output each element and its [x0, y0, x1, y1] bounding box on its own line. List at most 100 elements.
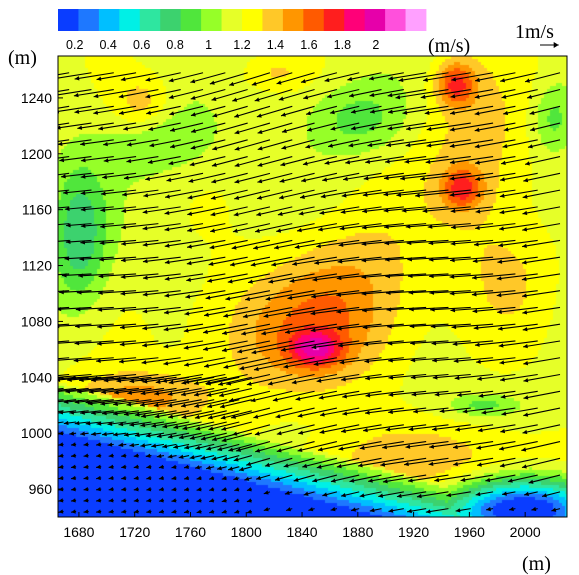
wind-vector [222, 323, 271, 335]
wind-vector [180, 387, 215, 396]
wind-vector-head [234, 162, 240, 168]
wind-vector-head [485, 477, 491, 483]
wind-vector-head [300, 194, 305, 199]
colorbar-swatch [344, 9, 366, 31]
wind-vector [499, 189, 538, 198]
wind-vector-head [530, 127, 536, 132]
wind-vector-head [97, 307, 103, 312]
wind-vector-head [168, 78, 174, 83]
wind-vector-head [310, 327, 316, 333]
wind-vector-head [255, 448, 261, 453]
wind-vector [78, 376, 114, 381]
wind-vector-head [96, 358, 101, 363]
wind-vector [530, 122, 561, 131]
wind-vector [98, 273, 137, 277]
wind-vector-head [522, 194, 528, 199]
wind-vector [283, 357, 338, 368]
wind-vector-head [99, 257, 104, 262]
wind-vector-head [188, 178, 194, 183]
colorbar-swatch [221, 9, 243, 31]
wind-vector [522, 189, 561, 199]
wind-vector [163, 340, 204, 348]
wind-vector [339, 357, 382, 364]
wind-vector [234, 189, 271, 200]
wind-vector-head [58, 95, 59, 97]
wind-vector-head [522, 210, 528, 216]
wind-vector-head [83, 498, 89, 503]
wind-vector-head [63, 420, 69, 426]
wind-vector [121, 206, 159, 212]
wind-vector-head [163, 344, 169, 349]
wind-vector [314, 256, 360, 264]
wind-vector-head [361, 225, 367, 230]
wind-vector [305, 105, 338, 115]
wind-vector-head [118, 94, 124, 99]
wind-vector-head [142, 326, 148, 331]
wind-vector-head [209, 498, 215, 503]
wind-vector [449, 122, 494, 131]
wind-vector-head [129, 378, 135, 384]
wind-vector [207, 410, 240, 419]
wind-vector [327, 139, 360, 148]
wind-vector [255, 441, 293, 453]
wind-vector [164, 273, 204, 280]
wind-vector-head [74, 109, 80, 114]
wind-vector-head [368, 478, 373, 483]
colorbar-swatch [242, 9, 263, 31]
wind-vector [503, 105, 538, 115]
wind-vector [474, 72, 516, 82]
wind-vector [472, 256, 516, 262]
wind-vector [302, 457, 338, 468]
wind-vector-head [454, 375, 460, 381]
wind-vector-head [363, 427, 368, 433]
wind-vector-head [151, 423, 157, 428]
wind-vector-head [232, 228, 238, 233]
wind-vector-head [501, 411, 507, 416]
wind-vector [522, 206, 561, 215]
colorbar-swatch [385, 9, 406, 31]
wind-vector-head [476, 359, 481, 364]
wind-vector [362, 424, 404, 432]
y-axis-unit-label: (m) [8, 47, 37, 69]
wind-vector [183, 323, 226, 332]
wind-vector-head [502, 144, 508, 149]
wind-vector [163, 306, 204, 314]
wind-vector-head [146, 110, 152, 115]
wind-vector-head [342, 394, 347, 399]
wind-vector [76, 290, 114, 294]
wind-vector-head [316, 243, 321, 249]
wind-vector [522, 306, 561, 314]
wind-vector [387, 105, 427, 113]
wind-vector [219, 399, 252, 408]
wind-vector [232, 223, 271, 233]
wind-vector-head [341, 193, 347, 198]
wind-vector-head [123, 411, 129, 417]
wind-vector-head [453, 358, 459, 364]
wind-vector-head [142, 292, 148, 297]
wind-vector-head [283, 463, 289, 468]
wind-vector-head [96, 421, 102, 426]
wind-vector-head [398, 77, 404, 83]
wind-vector-head [119, 110, 124, 115]
x-axis-unit-label: (m) [522, 553, 551, 575]
wind-vector [384, 239, 427, 245]
wind-vector-head [246, 487, 252, 492]
wind-vector-head [499, 446, 504, 451]
wind-vector-head [158, 487, 164, 492]
wind-vector [58, 88, 70, 92]
wind-vector-head [268, 279, 274, 284]
wind-vector [195, 421, 227, 430]
wind-vector [58, 72, 70, 76]
wind-vector-head [69, 431, 75, 436]
wind-vector-head [102, 431, 107, 437]
wind-vector [167, 387, 202, 396]
wind-vector-head [428, 257, 434, 262]
wind-vector-head [295, 396, 301, 401]
wind-vector-head [497, 326, 503, 331]
wind-vector [234, 139, 271, 151]
wind-vector-head [396, 493, 402, 499]
wind-vector-head [281, 347, 286, 352]
wind-vector-head [134, 432, 140, 438]
wind-vector-head [286, 507, 292, 512]
wind-vector-head [58, 410, 64, 415]
